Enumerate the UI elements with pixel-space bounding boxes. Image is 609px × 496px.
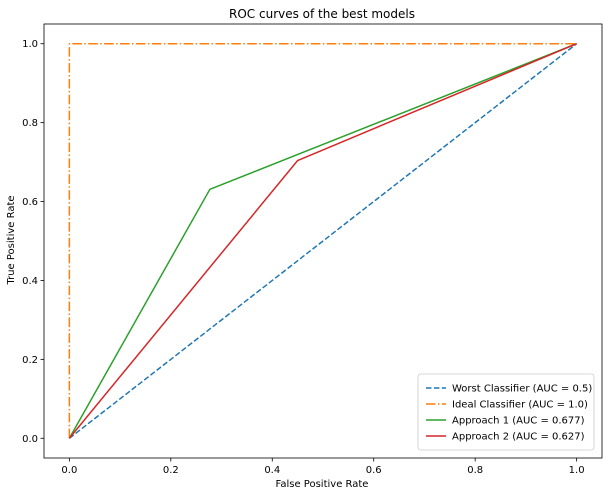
y-tick-label: 0.6 [22, 197, 38, 208]
legend-label-4: Approach 2 (AUC = 0.627) [452, 432, 585, 443]
x-tick-label: 0.2 [163, 465, 179, 476]
chart-title: ROC curves of the best models [229, 7, 415, 21]
x-tick-label: 0.0 [61, 465, 77, 476]
legend-label-3: Approach 1 (AUC = 0.677) [452, 416, 585, 427]
y-tick-label: 0.4 [22, 276, 38, 287]
plot-frame [43, 23, 603, 459]
x-tick-label: 0.4 [264, 465, 280, 476]
series-line-1 [68, 43, 578, 439]
x-tick-label: 1.0 [569, 465, 585, 476]
x-axis-title: False Positive Rate [276, 479, 369, 490]
plot-area: 0.0 0.2 0.4 0.6 0.8 1.0 0.0 0.2 0.4 0.6 0.8 1.0 [22, 23, 603, 476]
legend-label-1: Worst Classifier (AUC = 0.5) [452, 384, 592, 395]
y-tick-label: 0.8 [22, 118, 38, 129]
legend-box [417, 373, 595, 451]
y-tick-label: 1.0 [22, 39, 38, 50]
series-line-2 [68, 42, 577, 439]
y-axis-title: True Positive Rate [6, 195, 17, 285]
x-tick-label: 0.6 [366, 465, 382, 476]
y-tick-label: 0.0 [22, 434, 38, 445]
legend: Worst Classifier (AUC = 0.5) Ideal Classi… [417, 373, 595, 451]
series-line-4 [68, 43, 577, 439]
y-tick-label: 0.2 [22, 355, 38, 366]
series-line-3 [68, 43, 577, 439]
x-tick-label: 0.8 [467, 465, 483, 476]
legend-label-2: Ideal Classifier (AUC = 1.0) [452, 400, 588, 411]
